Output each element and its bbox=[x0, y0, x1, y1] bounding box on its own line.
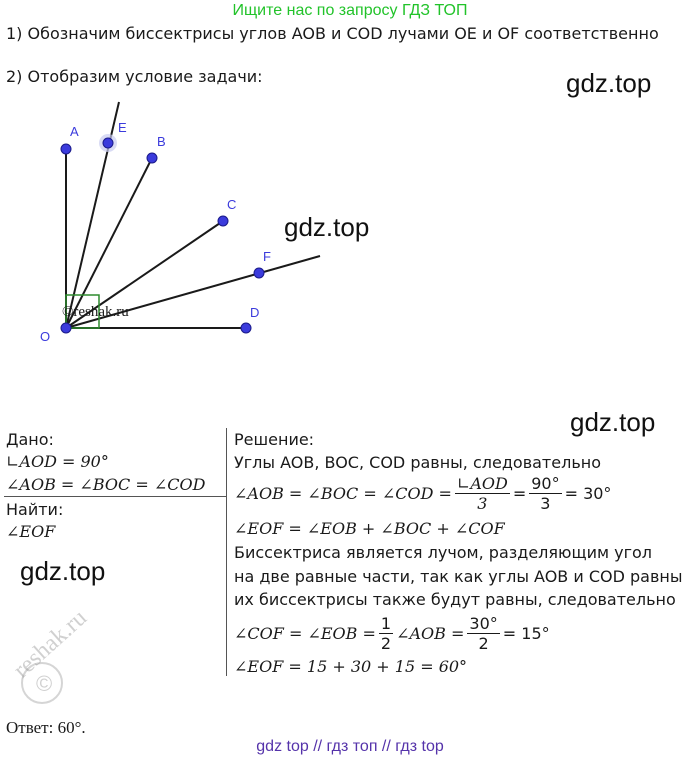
solution-line-4: Биссектриса является лучом, разделяющим … bbox=[234, 543, 653, 562]
header-banner: Ищите нас по запросу ГДЗ ТОП bbox=[232, 2, 468, 19]
reshak-copyright-icon: © bbox=[36, 671, 52, 696]
diagram-copyright: ©reshak.ru bbox=[62, 304, 129, 320]
reshak-watermark: © reshak.ru bbox=[9, 605, 92, 704]
solution-title: Решение: bbox=[234, 430, 315, 449]
angle-diagram: A E B C F D O ©reshak.ru bbox=[40, 101, 321, 344]
watermark-gdz-1: gdz.top bbox=[566, 68, 652, 98]
point-b bbox=[146, 152, 158, 164]
solution-line-3: ∠EOF = ∠EOB + ∠BOC + ∠COF bbox=[234, 519, 505, 538]
point-e bbox=[102, 137, 114, 149]
label-a: A bbox=[70, 124, 79, 139]
eq2-frac2-denominator: 2 bbox=[478, 633, 489, 653]
watermark-gdz-4: gdz.top bbox=[20, 556, 106, 586]
vertical-divider bbox=[226, 428, 227, 676]
label-b: B bbox=[157, 134, 166, 149]
right-angle-mark bbox=[65, 294, 100, 329]
label-c: C bbox=[227, 197, 236, 212]
ray-ob bbox=[65, 157, 153, 329]
eq1-fraction-2: 90° 3 bbox=[529, 473, 562, 513]
solution-line-5: на две равные части, так как углы AOB и … bbox=[234, 567, 683, 586]
label-o: O bbox=[40, 329, 50, 344]
footer-links[interactable]: gdz top // гдз топ // гдз top bbox=[256, 738, 444, 755]
eq2-middle: ∠AOB = bbox=[396, 623, 465, 643]
point-d bbox=[240, 322, 252, 334]
horizontal-divider bbox=[4, 496, 226, 497]
eq2-fraction-1: 1 2 bbox=[378, 613, 394, 653]
watermark-gdz-2: gdz.top bbox=[284, 212, 370, 242]
eq1-right: = 30° bbox=[564, 483, 612, 503]
eq1-frac2-numerator: 90° bbox=[529, 473, 562, 494]
step-1-text: 1) Обозначим биссектрисы углов AOB и COD… bbox=[6, 24, 659, 43]
find-title: Найти: bbox=[6, 500, 64, 519]
eq1-frac1-denominator: 3 bbox=[477, 493, 488, 513]
step-2-text: 2) Отобразим условие задачи: bbox=[6, 67, 263, 86]
point-f bbox=[253, 267, 265, 279]
eq1-frac2-denominator: 3 bbox=[540, 493, 551, 513]
eq2-frac1-denominator: 2 bbox=[380, 633, 392, 653]
label-e: E bbox=[118, 120, 127, 135]
label-f: F bbox=[263, 249, 271, 264]
given-line-1: ∟AOD = 90° bbox=[6, 452, 109, 471]
solution-equation-1: ∠AOB = ∠BOC = ∠COD = ∟AOD 3 = 90° 3 = 30… bbox=[234, 473, 612, 513]
point-o bbox=[60, 322, 72, 334]
ray-oc bbox=[65, 220, 224, 329]
solution-line-8: ∠EOF = 15 + 30 + 15 = 60° bbox=[234, 657, 468, 676]
find-line-1: ∠EOF bbox=[6, 522, 56, 541]
eq1-left: ∠AOB = ∠BOC = ∠COD = bbox=[234, 483, 452, 503]
solution-line-6: их биссектрисы также будут равны, следов… bbox=[234, 590, 676, 609]
watermark-gdz-3: gdz.top bbox=[570, 407, 656, 437]
point-a bbox=[60, 143, 72, 155]
solution-line-1: Углы AOB, BOC, COD равны, следовательно bbox=[234, 453, 601, 472]
solution-equation-2: ∠COF = ∠EOB = 1 2 ∠AOB = 30° 2 = 15° bbox=[234, 610, 550, 656]
label-d: D bbox=[250, 305, 259, 320]
eq1-fraction-1: ∟AOD 3 bbox=[454, 473, 510, 513]
eq2-frac1-numerator: 1 bbox=[378, 613, 394, 634]
given-line-2: ∠AOB = ∠BOC = ∠COD bbox=[6, 475, 206, 494]
point-c bbox=[217, 215, 229, 227]
answer-text: Ответ: 60°. bbox=[6, 718, 86, 737]
given-title: Дано: bbox=[6, 430, 54, 449]
eq2-fraction-2: 30° 2 bbox=[467, 613, 500, 653]
eq2-right: = 15° bbox=[502, 623, 550, 643]
eq2-left: ∠COF = ∠EOB = bbox=[234, 623, 376, 643]
ray-of bbox=[65, 255, 321, 329]
eq2-frac2-numerator: 30° bbox=[467, 613, 500, 634]
eq1-frac1-numerator: ∟AOD bbox=[454, 473, 510, 494]
